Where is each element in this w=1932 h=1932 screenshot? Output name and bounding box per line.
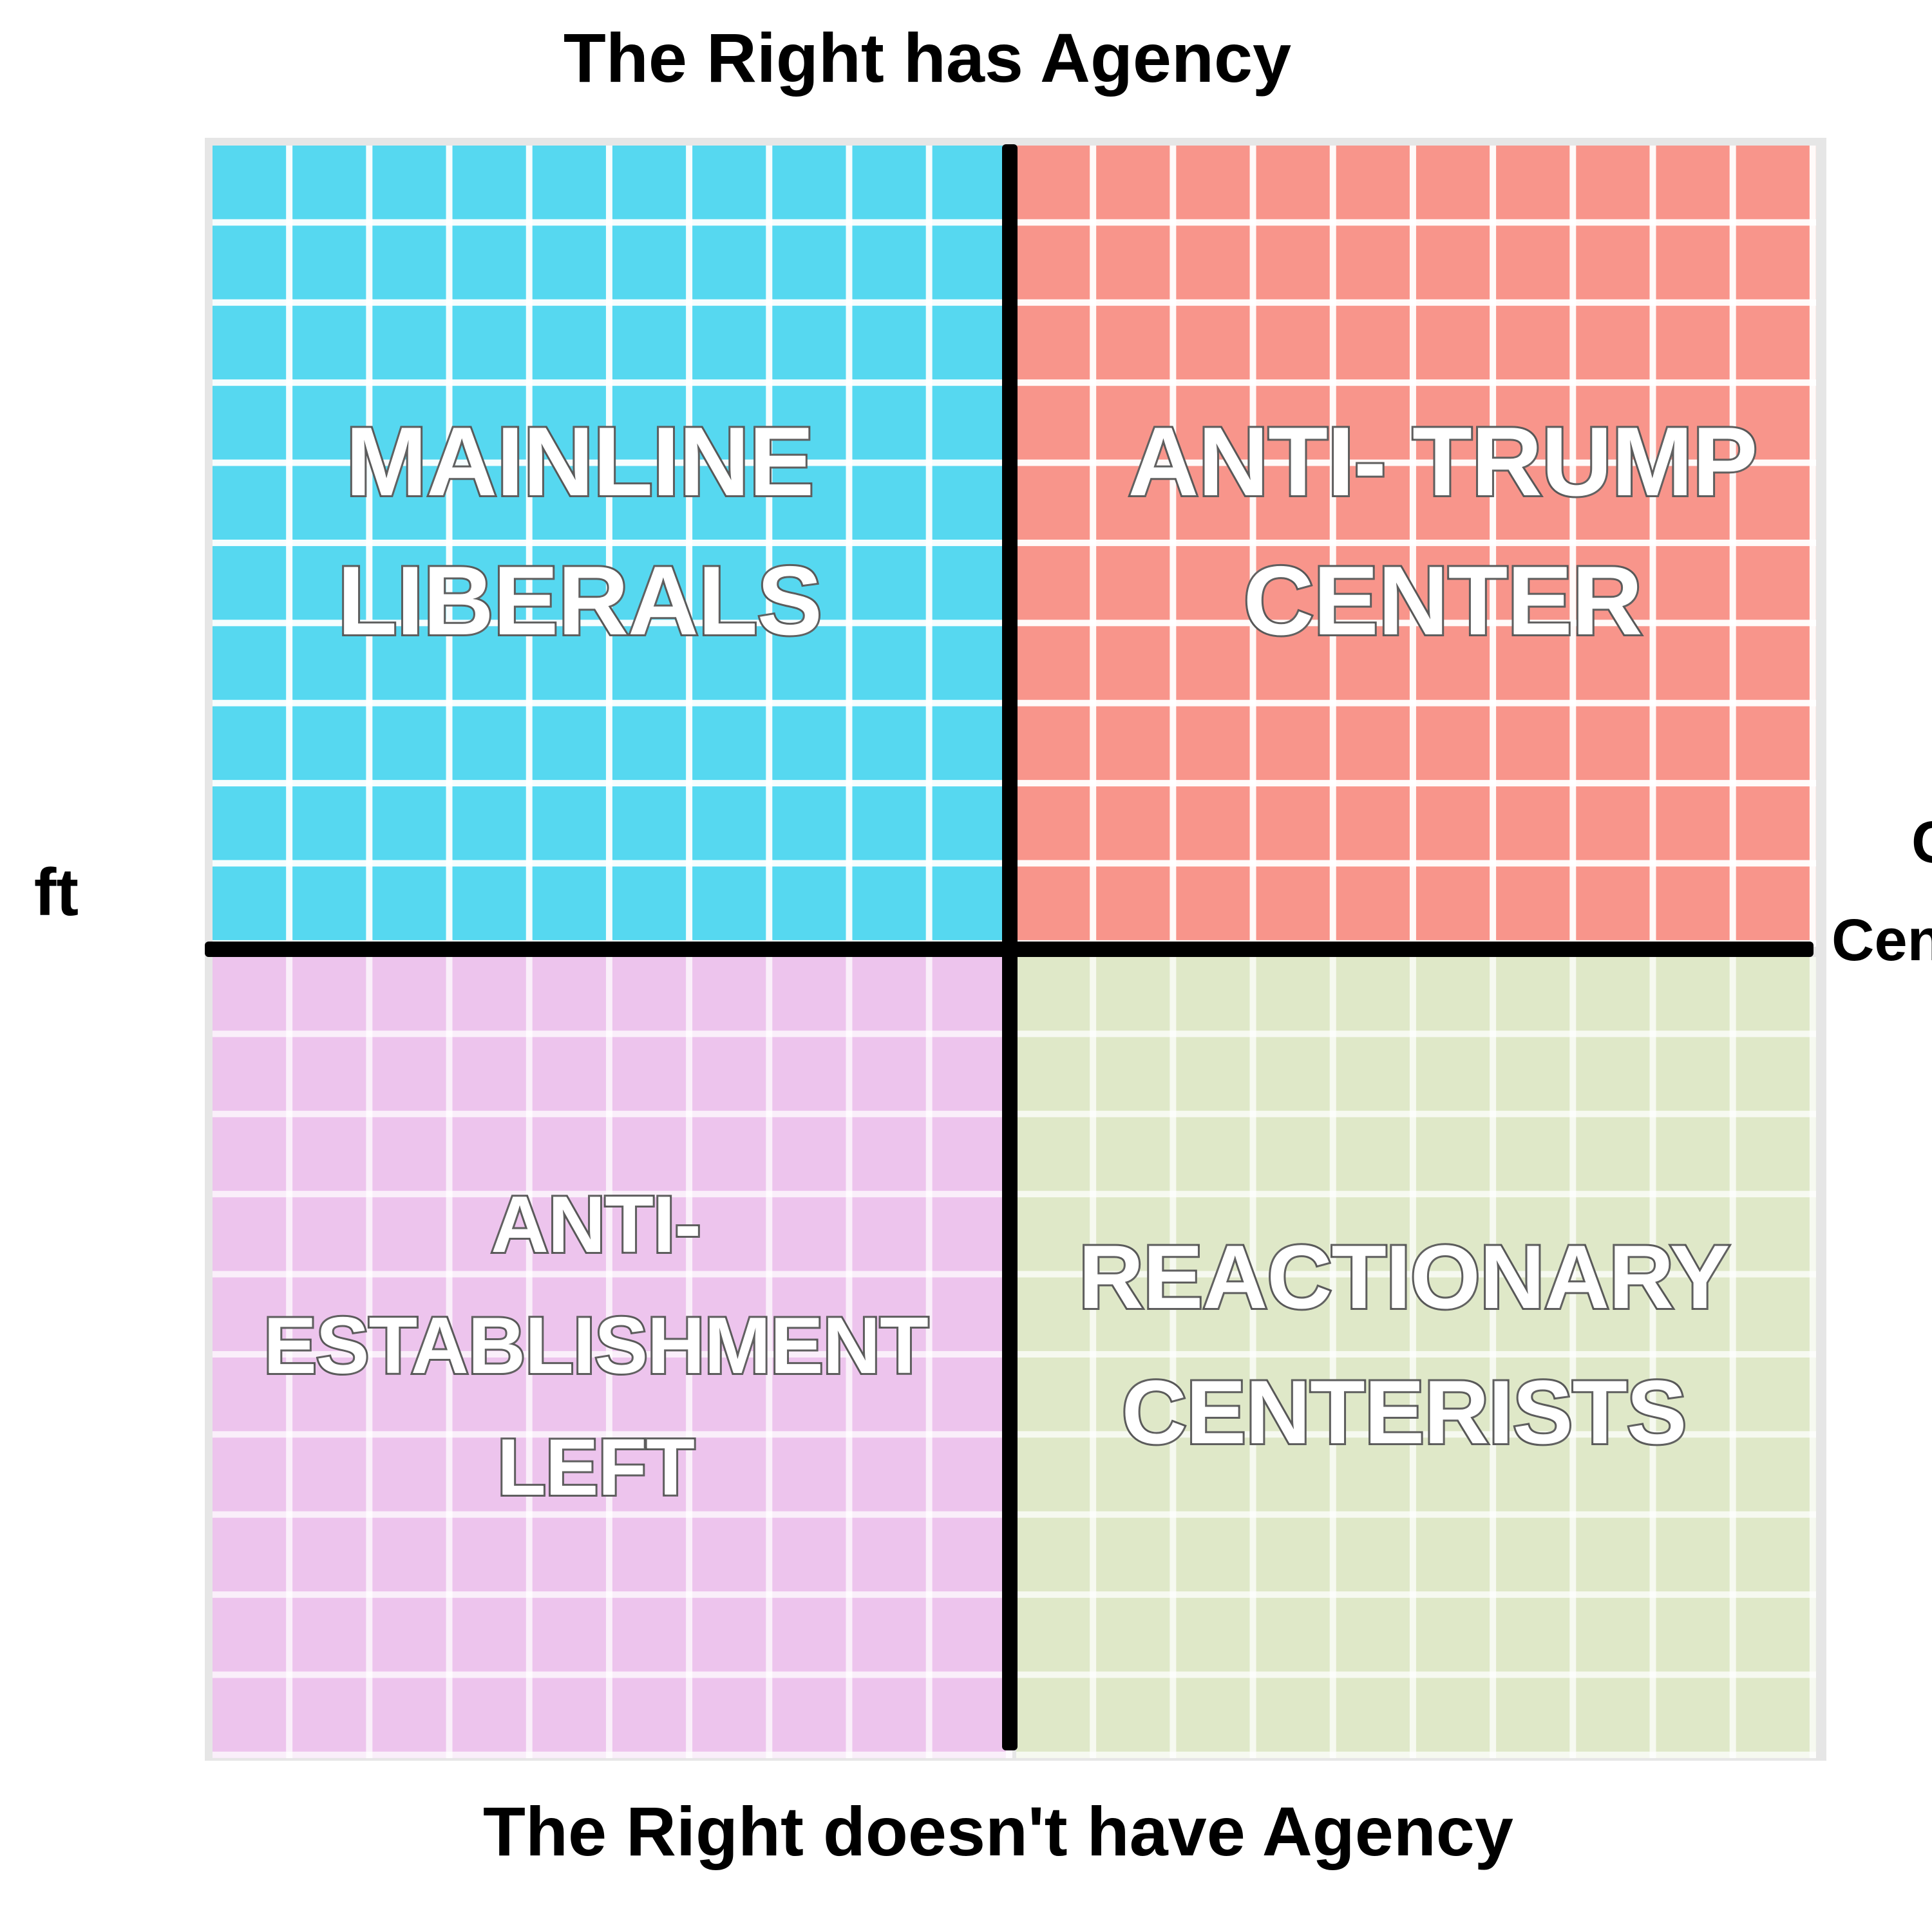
top-right-quadrant — [1016, 146, 1816, 947]
mainline-liberals-label: MAINLINE LIBERALS — [336, 405, 824, 658]
top-left-quadrant — [213, 146, 1012, 947]
horizontal-axis-line — [205, 942, 1814, 957]
left-axis-label-fragment: ft — [33, 855, 79, 930]
anti-establishment-left-label: ANTI- ESTABLISHMENT LEFT — [261, 1179, 931, 1514]
right-axis-label-fragment-top: C — [1911, 813, 1932, 872]
right-axis-label-fragment-bottom: Cen — [1832, 907, 1932, 973]
bottom-left-quadrant — [213, 957, 1012, 1758]
anti-trump-center-label: ANTI- TRUMP CENTER — [1126, 405, 1760, 658]
top-axis-label: The Right has Agency — [563, 19, 1292, 97]
bottom-axis-label: The Right doesn't have Agency — [483, 1792, 1513, 1870]
bottom-right-quadrant — [1016, 957, 1816, 1758]
reactionary-centerists-label: REACTIONARY CENTERISTS — [1077, 1224, 1732, 1464]
